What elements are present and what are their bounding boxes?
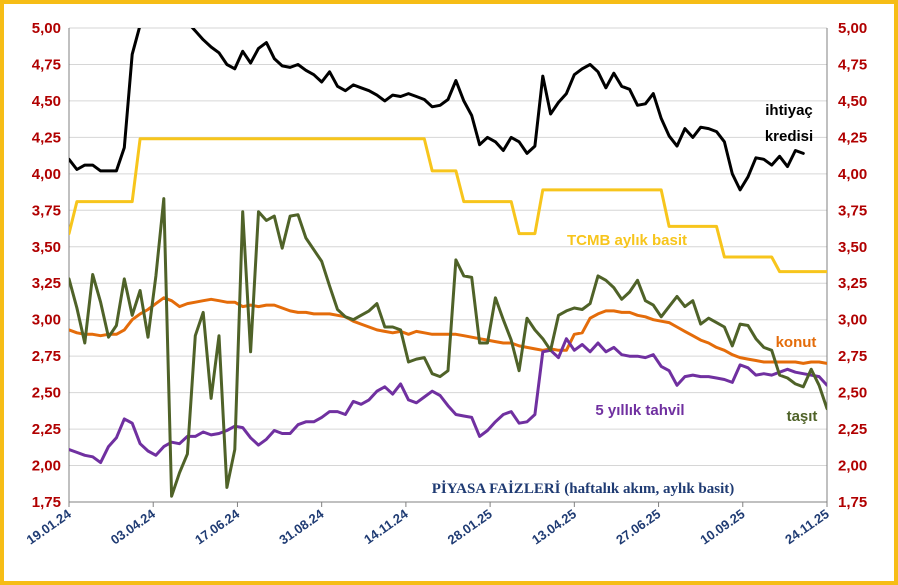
y-tick-right: 2,25 (838, 421, 867, 438)
y-tick-left: 3,00 (32, 312, 61, 329)
y-tick-right: 5,00 (838, 20, 867, 37)
y-tick-left: 4,75 (32, 56, 61, 73)
y-tick-left: 2,50 (32, 385, 61, 402)
y-tick-left: 4,50 (32, 93, 61, 110)
gridlines (68, 27, 828, 507)
y-tick-left: 4,00 (32, 166, 61, 183)
y-tick-right: 1,75 (838, 494, 867, 511)
y-tick-right: 3,25 (838, 275, 867, 292)
y-tick-left: 1,75 (32, 494, 61, 511)
y-tick-left: 4,25 (32, 129, 61, 146)
label-ihtiyac-line1: ihtiyaç (765, 102, 813, 119)
y-tick-right: 4,00 (838, 166, 867, 183)
y-tick-right: 2,00 (838, 458, 867, 475)
y-tick-right: 2,75 (838, 348, 867, 365)
series-line-4 (69, 197, 827, 498)
y-tick-left: 2,00 (32, 458, 61, 475)
y-tick-right: 3,50 (838, 239, 867, 256)
series-line-2 (69, 296, 827, 365)
y-tick-left: 2,75 (32, 348, 61, 365)
label-tasit: taşıt (787, 408, 818, 425)
y-tick-left: 3,75 (32, 202, 61, 219)
label-tcmb: TCMB aylık basit (567, 232, 687, 249)
label-tahvil: 5 yıllık tahvil (595, 402, 684, 419)
y-tick-right: 2,50 (838, 385, 867, 402)
y-tick-left: 2,25 (32, 421, 61, 438)
series-line-1 (69, 137, 827, 274)
y-tick-right: 3,00 (838, 312, 867, 329)
label-ihtiyac-line2: kredisi (765, 128, 813, 145)
y-tick-left: 5,00 (32, 20, 61, 37)
y-axis-right: 1,75 2,00 2,25 2,50 2,75 3,00 3,25 3,50 3,75 4,00… (838, 20, 867, 511)
y-tick-right: 3,75 (838, 202, 867, 219)
label-konut: konut (776, 334, 817, 351)
series-lines (69, 28, 827, 498)
y-tick-left: 3,50 (32, 239, 61, 256)
y-tick-right: 4,75 (838, 56, 867, 73)
chart-title: PİYASA FAİZLERİ (haftalık akım, aylık ba… (432, 480, 735, 497)
series-line-0 (69, 28, 805, 192)
y-axis-left: 1,75 2,00 2,25 2,50 2,75 3,00 3,25 3,50 3,75 4,00… (32, 20, 61, 511)
series-line-3 (69, 337, 827, 465)
y-tick-left: 3,25 (32, 275, 61, 292)
y-tick-right: 4,50 (838, 93, 867, 110)
y-tick-right: 4,25 (838, 129, 867, 146)
